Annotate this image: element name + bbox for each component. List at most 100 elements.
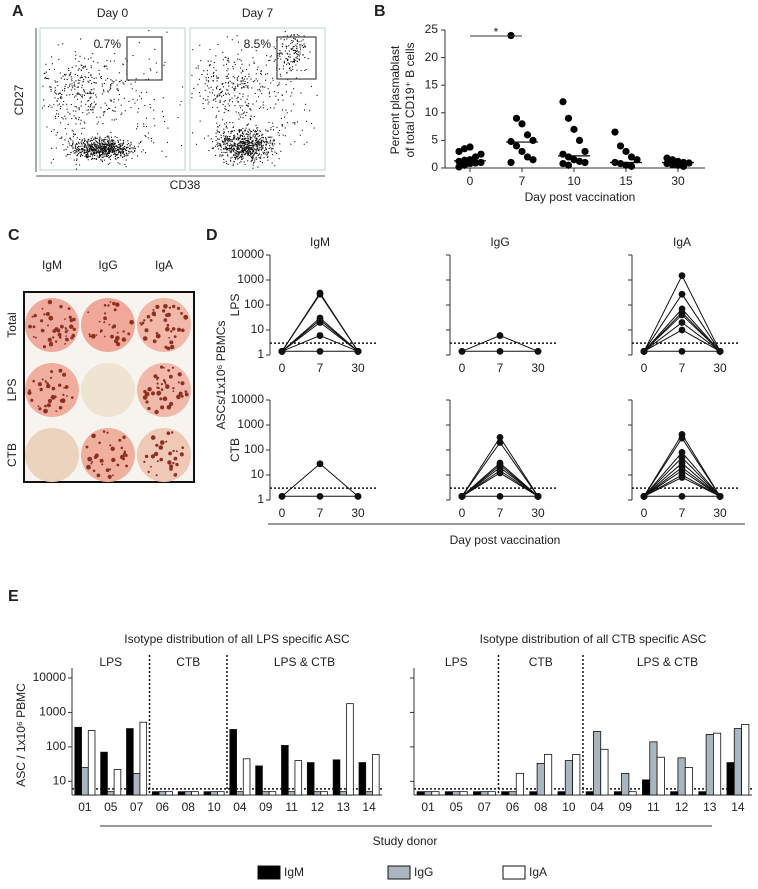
event-dot <box>284 31 286 33</box>
event-dot <box>204 83 206 85</box>
event-dot <box>120 148 122 150</box>
event-dot <box>92 109 94 111</box>
event-dot <box>100 149 102 151</box>
x-tick-label: 04 <box>233 800 247 814</box>
event-dot <box>284 127 286 129</box>
event-dot <box>252 149 254 151</box>
event-dot <box>84 156 86 158</box>
event-dot <box>248 131 250 133</box>
event-dot <box>247 95 249 97</box>
event-dot <box>103 91 105 93</box>
event-dot <box>87 80 89 82</box>
event-dot <box>92 143 94 145</box>
event-dot <box>64 74 66 76</box>
event-dot <box>298 35 300 37</box>
event-dot <box>249 118 251 120</box>
event-dot <box>228 73 230 75</box>
data-dot <box>678 454 686 461</box>
event-dot <box>109 99 111 101</box>
event-dot <box>270 55 272 57</box>
event-dot <box>284 50 286 52</box>
spot <box>150 435 156 440</box>
event-dot <box>296 34 298 36</box>
event-dot <box>231 130 233 132</box>
event-dot <box>162 97 164 99</box>
spot <box>40 328 45 333</box>
event-dot <box>253 151 255 153</box>
event-dot <box>132 148 134 150</box>
event-dot <box>225 82 227 84</box>
event-dot <box>240 150 242 152</box>
event-dot <box>78 117 80 119</box>
row-label: LPS <box>5 379 19 402</box>
event-dot <box>103 112 105 114</box>
event-dot <box>97 133 99 135</box>
event-dot <box>45 76 47 78</box>
event-dot <box>120 143 122 145</box>
event-dot <box>79 138 81 140</box>
event-dot <box>252 164 254 166</box>
spot <box>151 391 155 396</box>
event-dot <box>217 44 219 46</box>
event-dot <box>123 156 125 158</box>
event-dot <box>307 58 309 60</box>
event-dot <box>134 147 136 149</box>
event-dot <box>69 73 71 75</box>
event-dot <box>292 68 294 70</box>
event-dot <box>102 152 104 154</box>
event-dot <box>86 142 88 144</box>
event-dot <box>252 140 254 142</box>
event-dot <box>245 148 247 150</box>
column-label: IgG <box>98 258 117 272</box>
event-dot <box>66 79 68 81</box>
event-dot <box>296 48 298 50</box>
event-dot <box>216 107 218 109</box>
event-dot <box>296 45 298 47</box>
spot <box>166 346 171 351</box>
event-dot <box>286 112 288 114</box>
event-dot <box>56 131 58 133</box>
event-dot <box>219 89 221 91</box>
event-dot <box>89 79 91 81</box>
spot <box>51 386 56 391</box>
event-dot <box>272 145 274 147</box>
spot <box>62 372 67 377</box>
spot <box>172 387 175 390</box>
event-dot <box>78 142 80 144</box>
event-dot <box>259 138 261 140</box>
event-dot <box>151 137 153 139</box>
event-dot <box>254 152 256 154</box>
event-dot <box>116 153 118 155</box>
event-dot <box>230 157 232 159</box>
event-dot <box>266 151 268 153</box>
event-dot <box>70 104 72 106</box>
event-dot <box>79 164 81 166</box>
event-dot <box>91 149 93 151</box>
event-dot <box>258 153 260 155</box>
event-dot <box>93 143 95 145</box>
event-dot <box>226 77 228 79</box>
event-dot <box>298 55 300 57</box>
spot <box>107 304 110 307</box>
event-dot <box>242 151 244 153</box>
event-dot <box>91 76 93 78</box>
event-dot <box>261 141 263 143</box>
event-dot <box>259 142 261 144</box>
event-dot <box>272 77 274 79</box>
spot <box>67 307 71 310</box>
event-dot <box>284 135 286 137</box>
event-dot <box>247 152 249 154</box>
event-dot <box>224 100 226 102</box>
event-dot <box>225 138 227 140</box>
event-dot <box>260 72 262 74</box>
event-dot <box>134 102 136 104</box>
event-dot <box>299 48 301 50</box>
spot <box>166 431 171 436</box>
event-dot <box>224 140 226 142</box>
event-dot <box>251 140 253 142</box>
event-dot <box>76 148 78 150</box>
event-dot <box>90 92 92 94</box>
spot <box>123 450 127 453</box>
event-dot <box>78 150 80 152</box>
event-dot <box>115 149 117 151</box>
